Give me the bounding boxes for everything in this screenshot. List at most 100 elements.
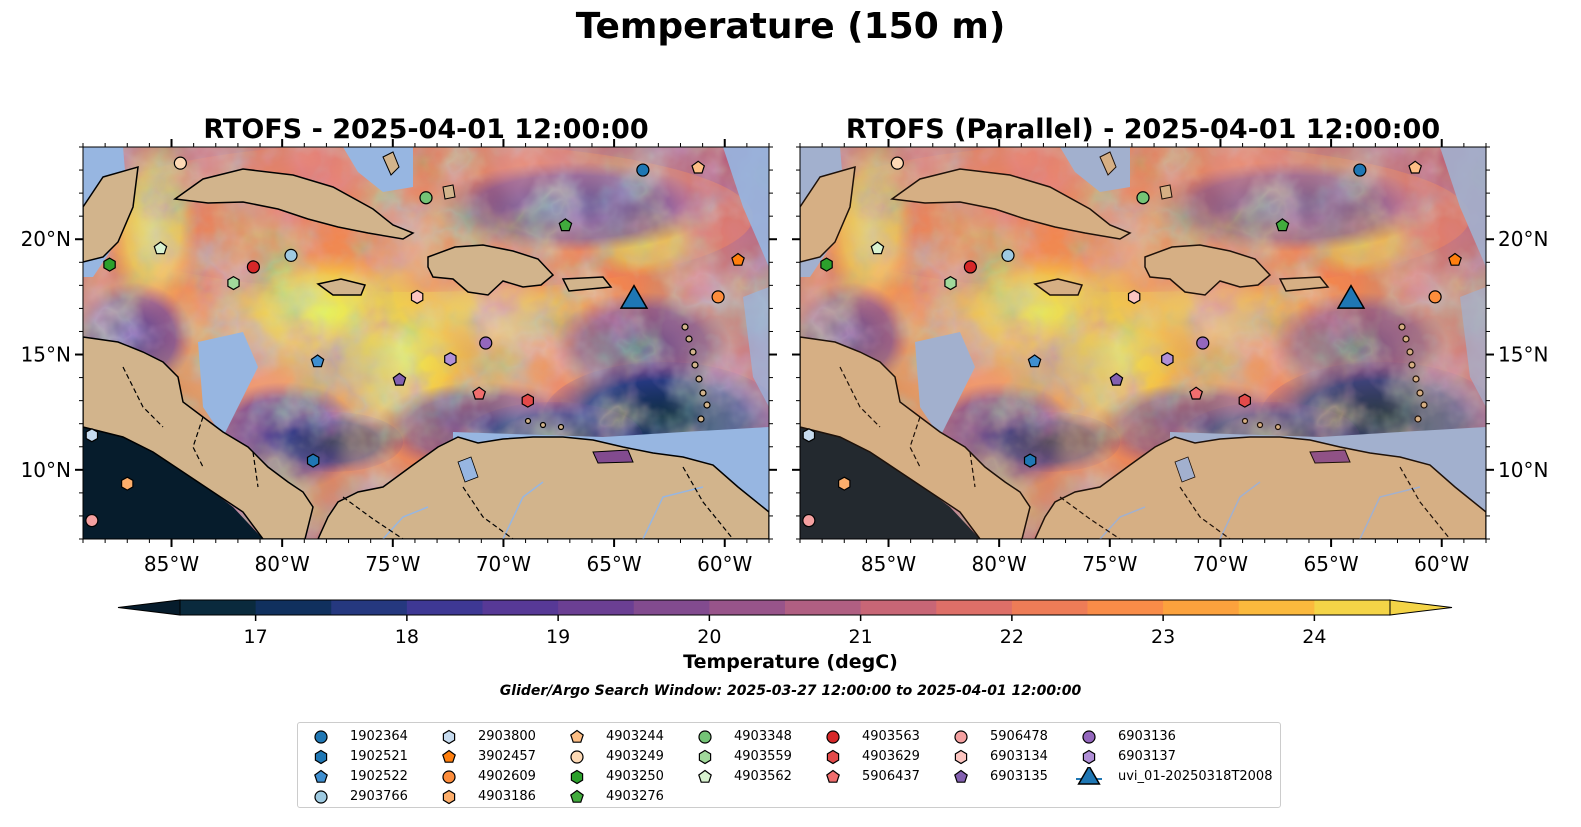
hexagon-marker-icon [570,769,584,785]
argo-float-marker [246,260,260,274]
map-panel-rtofs-parallel: 85°W 80°W 75°W 70°W 65°W 60°W 10°N 15°N 20°N RTO… [792,114,1548,576]
colorbar-bin [255,600,332,615]
argo-float-marker [944,275,957,291]
circle-marker [826,730,840,744]
pentagon-marker [442,749,456,763]
colorbar-bin [180,600,257,615]
colorbar-bin [860,600,937,615]
argo-float-marker [1238,393,1252,408]
hexagon-marker-icon [1082,749,1096,765]
y-tick-label: 20°N [1498,227,1548,251]
colorbar-bin [482,600,559,615]
legend-label: 4903250 [606,769,664,784]
colorbar-bin [709,600,786,615]
pentagon-marker [698,769,712,783]
colorbar-bin [1314,600,1391,615]
argo-float-marker [120,476,134,491]
legend-label: 4903244 [606,729,664,744]
colorbar-tick-label: 20 [697,626,721,648]
argo-float-marker [731,252,745,266]
pentagon-marker-icon [314,769,328,783]
circle-marker-icon [698,730,712,744]
legend-label: 5906437 [862,769,920,784]
glider-marker [1336,284,1366,309]
argo-float-marker [392,372,407,386]
argo-float-marker [1428,290,1442,304]
legend-label: 5906478 [990,729,1048,744]
hexagon-marker-icon [314,749,328,765]
pentagon-marker [314,769,328,783]
argo-float-marker [802,428,816,443]
colorbar-bin [1087,600,1164,615]
glider-marker [619,284,649,309]
circle-marker-icon [314,790,328,804]
circle-marker [698,730,712,744]
legend-label: 4903348 [734,729,792,744]
argo-float-marker [1127,289,1141,305]
legend-label: uvi_01-20250318T2008 [1118,769,1273,784]
hexagon-marker-icon [442,789,456,805]
x-tick-label: 75°W [1082,552,1137,576]
pentagon-marker [570,789,584,803]
argo-float-marker [479,336,493,350]
colorbar-bin [1238,600,1315,615]
y-tick-label: 20°N [21,227,71,251]
argo-float-marker [1189,386,1204,400]
x-tick-label: 80°W [255,552,310,576]
circle-marker [442,770,456,784]
map-axis-ticks: 85°W 80°W 75°W 70°W 65°W 60°W 10°N 15°N 20°N [21,139,777,576]
argo-float-marker [173,156,187,170]
y-tick-label: 10°N [21,458,71,482]
legend-label: 6903136 [1118,729,1176,744]
legend-label: 4903276 [606,789,664,804]
colorbar-bin [558,600,635,615]
y-tick-label: 15°N [1498,343,1548,367]
colorbar-tick-label: 23 [1151,626,1175,648]
hexagon-marker [570,769,584,785]
legend-label: 6903135 [990,769,1048,784]
y-tick-label: 15°N [21,343,71,367]
pentagon-marker-icon [570,729,584,743]
argo-float-marker [85,428,99,443]
colorbar-tick-label: 21 [849,626,873,648]
colorbar-tick-label: 22 [1000,626,1024,648]
legend-label: 4903249 [606,749,664,764]
circle-marker [1082,730,1096,744]
pentagon-marker-icon [698,769,712,783]
colorbar-bin [1011,600,1088,615]
colorbar-tick-label: 24 [1302,626,1326,648]
argo-float-marker [1196,336,1210,350]
hexagon-marker [954,749,968,765]
colorbar-tick-label: 17 [244,626,268,648]
x-tick-label: 60°W [1414,552,1469,576]
legend-label: 3902457 [478,749,536,764]
legend-label: 1902521 [350,749,408,764]
circle-marker-icon [442,770,456,784]
argo-float-marker [636,163,650,177]
map-panel-rtofs: 85°W 80°W 75°W 70°W 65°W 60°W 10°N 15°N 20°N RTO… [21,114,777,576]
legend-label: 4903563 [862,729,920,744]
x-tick-label: 70°W [1193,552,1248,576]
legend-label: 4903186 [478,789,536,804]
colorbar-label: Temperature (degC) [683,651,898,673]
panel-title: RTOFS (Parallel) - 2025-04-01 12:00:00 [846,114,1440,145]
x-tick-label: 75°W [365,552,420,576]
argo-float-marker [310,354,325,368]
argo-float-marker [820,257,833,272]
colorbar-bin [1163,600,1240,615]
hexagon-marker [442,789,456,805]
argo-float-marker [1448,252,1462,266]
legend: 1902364 1902521 1902522 2903766 2903800 39024… [297,722,1281,808]
x-tick-label: 85°W [144,552,199,576]
argo-float-marker [284,248,298,262]
x-tick-label: 65°W [1303,552,1358,576]
argo-float-marker [444,352,457,367]
colorbar-tick-label: 19 [546,626,570,648]
argo-float-marker [419,191,433,205]
colorbar-extend-min [117,599,181,616]
argo-float-marker [1027,354,1042,368]
map-axis-ticks: 85°W 80°W 75°W 70°W 65°W 60°W 10°N 15°N 20°N [792,139,1548,576]
triangle-marker [1077,767,1101,785]
x-tick-label: 70°W [476,552,531,576]
